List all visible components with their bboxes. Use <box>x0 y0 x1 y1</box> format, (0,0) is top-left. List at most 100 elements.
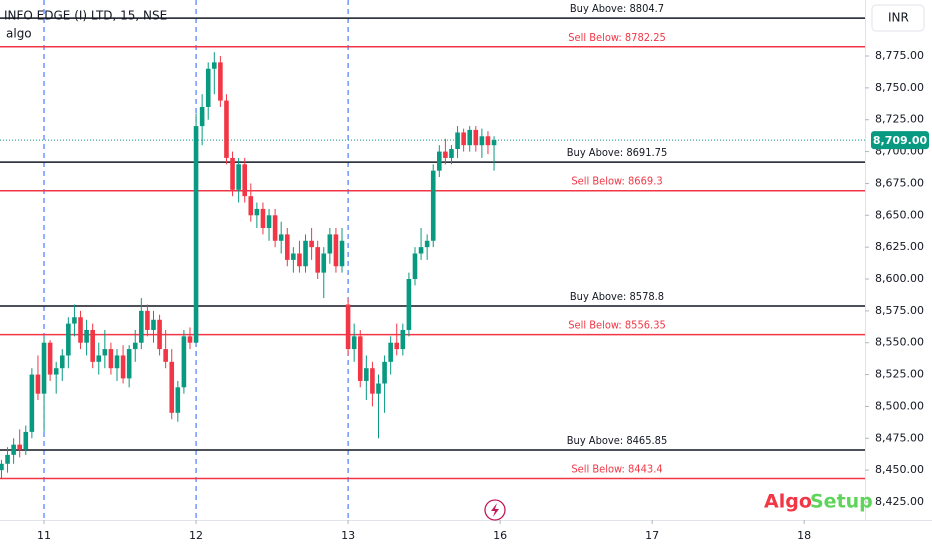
y-tick-label: 8,625.00 <box>875 240 924 253</box>
candle-body <box>345 304 351 350</box>
last-price-tag <box>871 131 929 150</box>
level-label: Buy Above: 8578.8 <box>570 290 664 303</box>
candle-body <box>430 170 436 241</box>
candle-body <box>254 208 260 216</box>
candle-body <box>224 100 229 158</box>
level-label: Sell Below: 8443.4 <box>571 463 662 476</box>
candle-body <box>120 355 126 379</box>
candle-body <box>181 336 187 388</box>
y-tick-label: 8,550.00 <box>875 336 924 349</box>
candle-body <box>248 196 254 216</box>
y-tick-label: 8,750.00 <box>875 81 924 94</box>
candle-body <box>5 454 10 464</box>
candle-body <box>0 463 4 471</box>
level-label: Sell Below: 8556.35 <box>568 319 666 332</box>
candle-body <box>291 253 296 260</box>
candle-body <box>491 140 497 146</box>
x-tick-label: 12 <box>189 529 203 542</box>
candle-body <box>35 374 41 394</box>
candle-body <box>41 342 47 394</box>
candle-body <box>315 247 320 273</box>
chart-title: INFO EDGE (I) LTD, 15, NSE <box>4 9 167 23</box>
candle-body <box>278 234 284 241</box>
candle-body <box>339 240 345 267</box>
candle-body <box>96 355 102 362</box>
candle-body <box>212 62 217 69</box>
candle-body <box>364 368 369 381</box>
candle-body <box>321 253 327 273</box>
candle-body <box>132 342 138 350</box>
candle-body <box>17 444 23 450</box>
candle-body <box>59 355 65 369</box>
candle-body <box>236 164 241 190</box>
candle-body <box>72 317 77 324</box>
candle-body <box>29 374 35 432</box>
candle-body <box>47 342 53 375</box>
indicator-name: algo <box>6 27 32 41</box>
y-tick-label: 8,525.00 <box>875 368 924 381</box>
candle-body <box>418 247 424 254</box>
candle-body <box>78 317 83 343</box>
y-tick-label: 8,450.00 <box>875 463 924 476</box>
candle-body <box>437 151 442 171</box>
candle-body <box>479 136 485 146</box>
currency-box[interactable] <box>871 4 925 32</box>
plot: 8,425.00 8,450.00 8,475.00 8,500.00 8,525.00… <box>0 0 924 542</box>
y-tick-label: 8,725.00 <box>875 113 924 126</box>
y-tick-label: 8,500.00 <box>875 399 924 412</box>
candle-body <box>327 234 333 254</box>
y-tick-label: 8,600.00 <box>875 272 924 285</box>
candle-body <box>175 387 181 413</box>
event-icon-bolt <box>491 503 499 517</box>
candle-body <box>443 151 448 158</box>
x-tick-label: 16 <box>493 529 507 542</box>
candle-body <box>412 253 418 279</box>
candle-body <box>406 279 412 330</box>
level-label: Buy Above: 8465.85 <box>567 434 668 447</box>
candle-body <box>102 349 108 356</box>
candle-body <box>376 383 381 394</box>
candle-body <box>467 129 473 146</box>
candle-body <box>394 342 400 350</box>
candle-body <box>303 240 308 267</box>
currency[interactable]: INR <box>888 11 909 25</box>
y-tick-label: 8,650.00 <box>875 208 924 221</box>
candle-body <box>382 361 387 384</box>
candle-body <box>455 132 460 150</box>
y-tick-label: 8,575.00 <box>875 304 924 317</box>
x-tick-label: 11 <box>37 529 51 542</box>
candle-body <box>157 319 162 350</box>
candle-body <box>114 355 120 369</box>
brand-algo: Algo <box>764 491 812 513</box>
y-tick-label: 8,425.00 <box>875 495 924 508</box>
candle-body <box>230 157 235 190</box>
candle-body <box>309 240 314 248</box>
x-tick-label: 17 <box>645 529 659 542</box>
candle-body <box>169 361 175 413</box>
candle-body <box>23 431 29 450</box>
candle-body <box>84 329 89 343</box>
y-tick-label: 8,775.00 <box>875 49 924 62</box>
candle-body <box>108 349 114 369</box>
candle-body <box>351 336 357 350</box>
candle-body <box>53 368 59 375</box>
y-tick-label: 8,475.00 <box>875 431 924 444</box>
last-price-label: 8,709.00 <box>873 134 928 147</box>
level-label: Sell Below: 8782.25 <box>568 31 666 44</box>
level-label: Buy Above: 8691.75 <box>567 146 668 159</box>
brand-setup: Setup <box>810 491 873 513</box>
candle-body <box>357 336 363 381</box>
candle-body <box>90 329 95 362</box>
candle-body <box>205 68 211 107</box>
candle-body <box>260 208 266 229</box>
candle-body <box>193 126 199 343</box>
level-label: Buy Above: 8804.7 <box>570 2 664 15</box>
candle-body <box>242 164 248 197</box>
candle-body <box>272 215 278 241</box>
candle-body <box>145 310 150 330</box>
candle-body <box>473 129 479 146</box>
x-tick-label: 18 <box>797 529 811 542</box>
candle-body <box>449 149 454 158</box>
